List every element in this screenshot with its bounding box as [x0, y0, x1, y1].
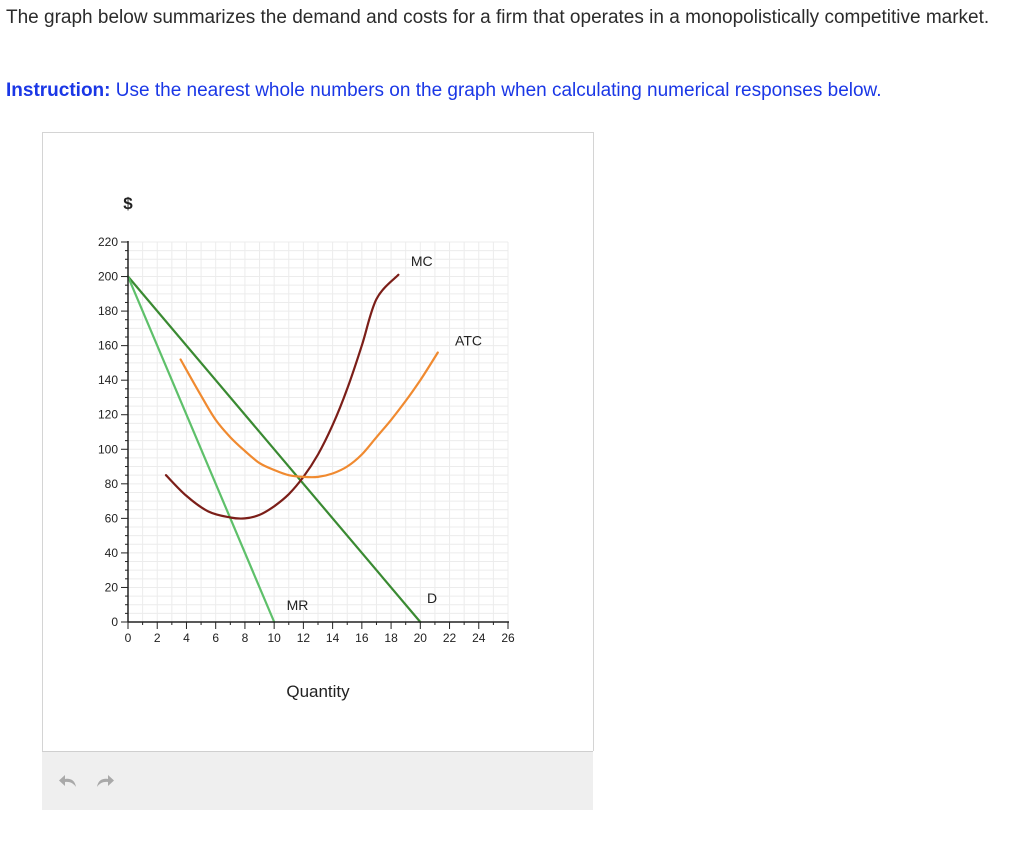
labels: $ Quantity MC ATC MR D: [123, 194, 482, 701]
mc-label: MC: [411, 253, 433, 269]
y-tick-label: 220: [98, 235, 118, 249]
question-text: The graph below summarizes the demand an…: [6, 7, 990, 28]
y-tick-label: 40: [105, 546, 119, 560]
x-tick-label: 6: [212, 631, 219, 645]
instruction: Instruction: Use the nearest whole numbe…: [6, 79, 882, 102]
y-axis-title: $: [123, 194, 133, 213]
atc-curve: [179, 351, 439, 479]
x-tick-label: 2: [154, 631, 161, 645]
redo-icon[interactable]: [94, 770, 116, 792]
graph-toolbar: [42, 751, 593, 810]
instruction-text: Use the nearest whole numbers on the gra…: [110, 80, 882, 101]
y-tick-label: 180: [98, 304, 118, 318]
x-axis-title: Quantity: [286, 682, 350, 701]
x-tick-label: 16: [355, 631, 369, 645]
undo-icon[interactable]: [58, 770, 80, 792]
y-tick-label: 140: [98, 373, 118, 387]
x-tick-label: 22: [443, 631, 457, 645]
atc-label: ATC: [455, 333, 482, 349]
y-tick-label: 0: [111, 615, 118, 629]
y-tick-label: 120: [98, 408, 118, 422]
y-tick-label: 200: [98, 270, 118, 284]
graph-panel: 0 20 40 60 80 100 120 140 160 180 200 220 0 2 4 6 8 10 12 1…: [42, 132, 594, 751]
demand-curve: [126, 275, 422, 624]
y-tick-label: 160: [98, 339, 118, 353]
x-tick-label: 18: [384, 631, 398, 645]
x-tick-label: 20: [414, 631, 428, 645]
x-tick-label: 4: [183, 631, 190, 645]
mr-label: MR: [287, 597, 309, 613]
y-tick-label: 80: [105, 477, 119, 491]
instruction-label: Instruction:: [6, 80, 111, 101]
x-tick-label: 26: [501, 631, 515, 645]
x-tick-label: 12: [297, 631, 311, 645]
mc-curve: [164, 273, 400, 520]
x-tick-label: 10: [267, 631, 281, 645]
x-tick-label: 0: [125, 631, 132, 645]
x-tick-label: 14: [326, 631, 340, 645]
x-tick-label: 8: [242, 631, 249, 645]
curves: [126, 273, 439, 624]
grid: [127, 241, 509, 623]
mr-curve: [126, 275, 276, 624]
y-tick-label: 100: [98, 442, 118, 456]
y-tick-label: 20: [105, 580, 119, 594]
d-label: D: [427, 590, 437, 606]
x-tick-label: 24: [472, 631, 486, 645]
y-tick-label: 60: [105, 511, 119, 525]
